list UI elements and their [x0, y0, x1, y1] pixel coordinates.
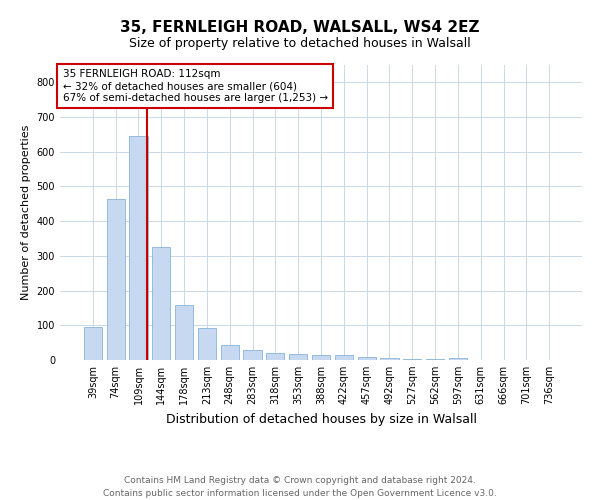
Bar: [312, 355, 330, 360]
Bar: [130, 136, 148, 360]
Bar: [107, 198, 125, 360]
Bar: [380, 358, 398, 360]
Text: Contains HM Land Registry data © Crown copyright and database right 2024.
Contai: Contains HM Land Registry data © Crown c…: [103, 476, 497, 498]
Text: Size of property relative to detached houses in Walsall: Size of property relative to detached ho…: [129, 38, 471, 51]
Bar: [221, 346, 239, 360]
Bar: [289, 354, 307, 360]
Bar: [152, 247, 170, 360]
Bar: [84, 327, 102, 360]
Bar: [175, 305, 193, 360]
Y-axis label: Number of detached properties: Number of detached properties: [21, 125, 31, 300]
Bar: [335, 356, 353, 360]
Text: 35 FERNLEIGH ROAD: 112sqm
← 32% of detached houses are smaller (604)
67% of semi: 35 FERNLEIGH ROAD: 112sqm ← 32% of detac…: [62, 70, 328, 102]
Bar: [198, 328, 216, 360]
Bar: [244, 350, 262, 360]
Text: 35, FERNLEIGH ROAD, WALSALL, WS4 2EZ: 35, FERNLEIGH ROAD, WALSALL, WS4 2EZ: [120, 20, 480, 35]
Bar: [266, 353, 284, 360]
X-axis label: Distribution of detached houses by size in Walsall: Distribution of detached houses by size …: [166, 412, 476, 426]
Bar: [358, 357, 376, 360]
Bar: [449, 358, 467, 360]
